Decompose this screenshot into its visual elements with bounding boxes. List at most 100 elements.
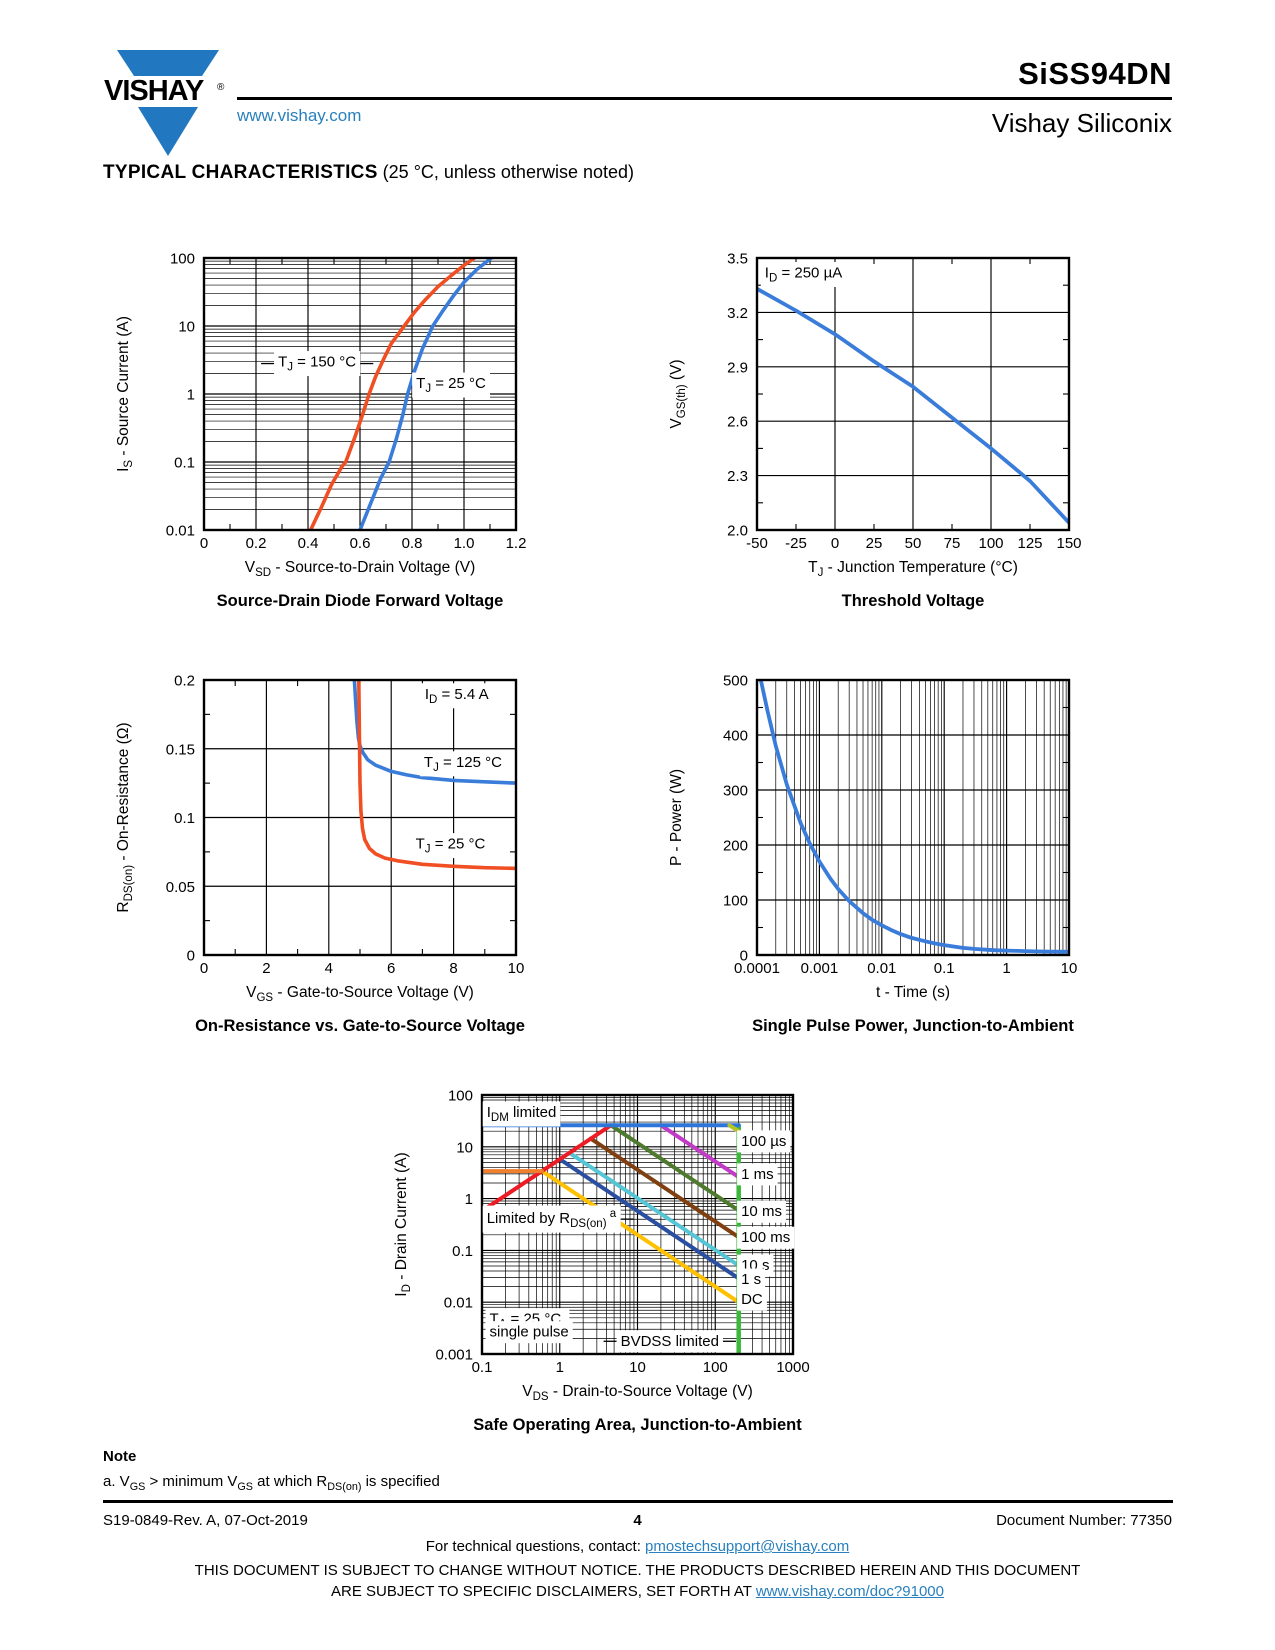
svg-text:0.2: 0.2 [246, 535, 267, 552]
chart-source-drain-diode: 0 0.2 0.4 0.6 0.8 1.0 1.2 100 10 1 0.1 0.01 VSD - So… [115, 251, 526, 580]
chart-title-single-pulse-power: Single Pulse Power, Junction-to-Ambient [752, 1017, 1074, 1035]
note-heading: Note [103, 1448, 137, 1465]
svg-text:100 ms: 100 ms [741, 1229, 790, 1246]
svg-text:1000: 1000 [776, 1359, 809, 1376]
svg-text:10: 10 [508, 960, 525, 977]
svg-text:VGS(th) (V): VGS(th) (V) [668, 359, 688, 428]
svg-text:DC: DC [741, 1291, 763, 1308]
chart-title-threshold-voltage: Threshold Voltage [841, 592, 985, 610]
svg-text:0.4: 0.4 [298, 535, 319, 552]
svg-text:-25: -25 [785, 535, 807, 552]
svg-text:125: 125 [1017, 535, 1042, 552]
division-name: Vishay Siliconix [991, 108, 1172, 138]
svg-text:0: 0 [831, 535, 839, 552]
vishay-logo-reg-mark: ® [217, 82, 225, 93]
vishay-logo-wordmark: VISHAY [104, 75, 204, 107]
footer-document-number: Document Number: 77350 [996, 1512, 1172, 1529]
svg-text:0: 0 [740, 948, 748, 965]
svg-text:10: 10 [1061, 960, 1078, 977]
footer-disclaimer-line2: ARE SUBJECT TO SPECIFIC DISCLAIMERS, SET… [0, 1583, 1275, 1600]
svg-text:TJ = 150 °C: TJ = 150 °C [278, 354, 356, 374]
svg-text:RDS(on) - On-Resistance (Ω): RDS(on) - On-Resistance (Ω) [115, 722, 135, 912]
svg-text:0.01: 0.01 [166, 523, 195, 540]
svg-text:75: 75 [944, 535, 961, 552]
footer-disclaimer-prefix: ARE SUBJECT TO SPECIFIC DISCLAIMERS, SET… [331, 1583, 756, 1600]
svg-text:200: 200 [723, 838, 748, 855]
svg-text:0.15: 0.15 [166, 741, 195, 758]
chart-on-resistance: 0 2 4 6 8 10 0 0.05 0.1 0.15 0.2 VGS - Gate-to-Sour… [115, 673, 525, 1005]
svg-text:1 s: 1 s [741, 1271, 761, 1288]
svg-text:BVDSS limited: BVDSS limited [621, 1333, 719, 1350]
svg-text:ID = 250 µA: ID = 250 µA [765, 265, 842, 285]
svg-text:Limited by RDS(on) a: Limited by RDS(on) a [487, 1208, 617, 1230]
svg-text:500: 500 [723, 673, 748, 690]
footer-contact-line: For technical questions, contact: pmoste… [0, 1538, 1275, 1555]
footer-disclaimer-link[interactable]: www.vishay.com/doc?91000 [755, 1583, 944, 1600]
svg-text:TJ - Junction Temperature (°C): TJ - Junction Temperature (°C) [808, 559, 1018, 579]
svg-text:10 ms: 10 ms [741, 1203, 782, 1220]
svg-text:VSD - Source-to-Drain Voltage: VSD - Source-to-Drain Voltage (V) [245, 559, 476, 579]
svg-text:400: 400 [723, 728, 748, 745]
footer-contact-email-link[interactable]: pmostechsupport@vishay.com [645, 1538, 850, 1555]
chart-title-on-resistance: On-Resistance vs. Gate-to-Source Voltage [195, 1017, 525, 1035]
svg-text:100: 100 [703, 1359, 728, 1376]
svg-text:1: 1 [556, 1359, 564, 1376]
svg-text:VGS - Gate-to-Source Voltage (: VGS - Gate-to-Source Voltage (V) [246, 984, 474, 1004]
svg-text:100: 100 [978, 535, 1003, 552]
section-title-rest: (25 °C, unless otherwise noted) [377, 162, 634, 182]
svg-text:3.2: 3.2 [727, 305, 748, 322]
svg-text:0.8: 0.8 [402, 535, 423, 552]
svg-text:0.01: 0.01 [867, 960, 896, 977]
chart-soa: 0.1 1 10 100 1000 100 10 1 0.1 0.01 0.001 VDS - Dra… [393, 1088, 810, 1404]
svg-text:ID = 5.4 A: ID = 5.4 A [425, 686, 489, 706]
svg-text:0.1: 0.1 [934, 960, 955, 977]
footer-disclaimer-line1: THIS DOCUMENT IS SUBJECT TO CHANGE WITHO… [194, 1562, 1081, 1579]
svg-text:6: 6 [387, 960, 395, 977]
vishay-url-link[interactable]: www.vishay.com [237, 106, 362, 125]
note-item-a: a. VGS > minimum VGS at which RDS(on) is… [103, 1473, 440, 1493]
svg-text:3.5: 3.5 [727, 251, 748, 268]
svg-text:1.0: 1.0 [454, 535, 475, 552]
svg-text:0.1: 0.1 [472, 1359, 493, 1376]
svg-text:100: 100 [723, 893, 748, 910]
footer-revision: S19-0849-Rev. A, 07-Oct-2019 [103, 1512, 308, 1529]
svg-text:0: 0 [200, 535, 208, 552]
svg-text:2: 2 [262, 960, 270, 977]
section-title-bold: TYPICAL CHARACTERISTICS [103, 162, 378, 183]
svg-text:1: 1 [187, 387, 195, 404]
svg-text:TJ = 25 °C: TJ = 25 °C [416, 375, 486, 395]
svg-text:4: 4 [325, 960, 333, 977]
svg-text:ID - Drain Current (A): ID - Drain Current (A) [393, 1152, 413, 1296]
chart-threshold-voltage: -50 -25 0 25 50 75 100 125 150 2.0 2.3 2.6 2.9 3.2 3.5… [668, 251, 1082, 580]
svg-text:2.6: 2.6 [727, 414, 748, 431]
svg-text:0.1: 0.1 [174, 455, 195, 472]
svg-text:single pulse: single pulse [490, 1324, 569, 1341]
svg-text:t - Time (s): t - Time (s) [876, 984, 950, 1001]
svg-text:0.001: 0.001 [801, 960, 839, 977]
chart-title-soa: Safe Operating Area, Junction-to-Ambient [473, 1416, 802, 1434]
svg-text:0.01: 0.01 [444, 1295, 473, 1312]
svg-text:TJ = 25 °C: TJ = 25 °C [416, 836, 486, 856]
svg-text:TJ = 125 °C: TJ = 125 °C [424, 754, 502, 774]
svg-text:0: 0 [200, 960, 208, 977]
svg-text:10: 10 [178, 319, 195, 336]
svg-text:IDM limited: IDM limited [487, 1104, 557, 1124]
chart-title-source-drain-diode: Source-Drain Diode Forward Voltage [216, 592, 504, 610]
svg-text:25: 25 [866, 535, 883, 552]
part-number: SiSS94DN [1018, 56, 1172, 91]
footer-page-number: 4 [633, 1512, 642, 1529]
vishay-logo-top-triangle [117, 50, 219, 76]
svg-text:100: 100 [448, 1088, 473, 1105]
svg-text:100 µs: 100 µs [741, 1133, 786, 1150]
svg-text:VDS - Drain-to-Source Voltage: VDS - Drain-to-Source Voltage (V) [522, 1383, 753, 1403]
svg-text:10: 10 [629, 1359, 646, 1376]
svg-text:1: 1 [1002, 960, 1010, 977]
svg-text:300: 300 [723, 783, 748, 800]
svg-text:0.6: 0.6 [350, 535, 371, 552]
svg-text:2.0: 2.0 [727, 523, 748, 540]
svg-text:0.1: 0.1 [174, 810, 195, 827]
svg-text:2.9: 2.9 [727, 359, 748, 376]
svg-text:0.001: 0.001 [435, 1347, 473, 1364]
